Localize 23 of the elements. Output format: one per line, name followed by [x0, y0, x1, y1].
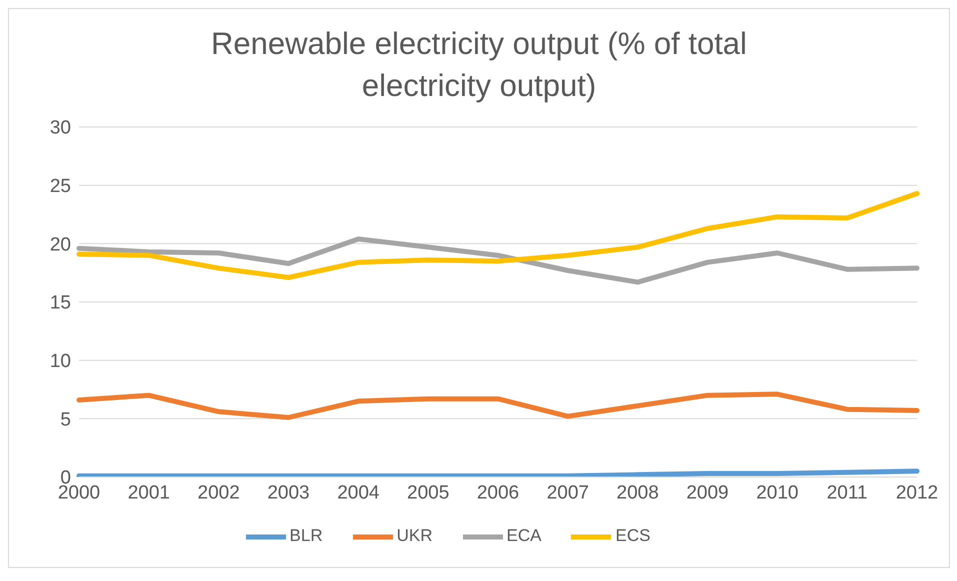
x-tick-label: 2009 [686, 482, 729, 504]
y-tick-label: 20 [50, 234, 71, 256]
y-tick-label: 15 [50, 292, 71, 314]
chart-title: Renewable electricity output (% of total electricity output) [210, 25, 748, 105]
y-tick-label: 25 [50, 176, 71, 198]
x-tick-label: 2003 [267, 482, 310, 504]
x-tick-label: 2005 [407, 482, 450, 504]
x-tick-label: 2002 [198, 482, 240, 504]
x-tick-label: 2012 [896, 482, 938, 504]
legend-label: BLR [290, 526, 323, 546]
x-tick-label: 2004 [337, 482, 380, 504]
y-tick-label: 30 [50, 118, 71, 139]
x-tick-label: 2006 [476, 482, 520, 504]
y-tick-label: 5 [60, 409, 71, 430]
legend-label: UKR [396, 526, 433, 546]
legend-label: ECS [615, 526, 650, 546]
x-tick-label: 2007 [546, 482, 589, 504]
legend-label: ECA [506, 526, 542, 546]
y-tick-label: 10 [50, 351, 71, 372]
x-tick-label: 2011 [826, 482, 868, 504]
x-tick-label: 2001 [128, 482, 170, 504]
x-tick-label: 2010 [756, 482, 798, 504]
x-tick-label: 2008 [616, 482, 659, 504]
